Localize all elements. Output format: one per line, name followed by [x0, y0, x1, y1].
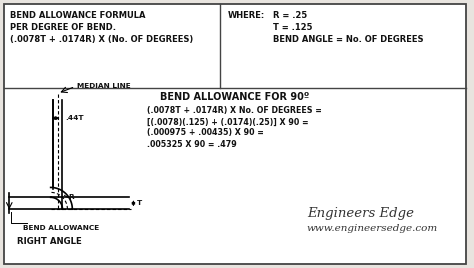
Text: .44T: .44T [65, 115, 84, 121]
Text: PER DEGREE OF BEND.: PER DEGREE OF BEND. [10, 23, 116, 32]
Text: [(.0078)(.125) + (.0174)(.25)] X 90 =: [(.0078)(.125) + (.0174)(.25)] X 90 = [147, 117, 309, 126]
Text: WHERE:: WHERE: [228, 11, 265, 20]
Text: www.engineersedge.com: www.engineersedge.com [307, 224, 438, 233]
Text: T: T [137, 200, 142, 206]
Text: MEDIAN LINE: MEDIAN LINE [77, 83, 131, 88]
Text: RIGHT ANGLE: RIGHT ANGLE [17, 237, 82, 246]
Text: BEND ALLOWANCE FOR 90º: BEND ALLOWANCE FOR 90º [160, 92, 310, 102]
Text: .005325 X 90 = .479: .005325 X 90 = .479 [147, 140, 237, 148]
Text: (.0078T + .0174R) X (No. OF DEGREES): (.0078T + .0174R) X (No. OF DEGREES) [10, 35, 193, 44]
Text: BEND ALLOWANCE: BEND ALLOWANCE [23, 225, 100, 231]
Text: Engineers Edge: Engineers Edge [307, 207, 414, 220]
Text: BEND ALLOWANCE FORMULA: BEND ALLOWANCE FORMULA [10, 11, 146, 20]
Text: (.0078T + .0174R) X No. OF DEGREES =: (.0078T + .0174R) X No. OF DEGREES = [147, 106, 322, 115]
Text: BEND ANGLE = No. OF DEGREES: BEND ANGLE = No. OF DEGREES [273, 35, 424, 44]
Text: R = .25: R = .25 [273, 11, 308, 20]
Text: (.000975 + .00435) X 90 =: (.000975 + .00435) X 90 = [147, 128, 264, 137]
Text: T = .125: T = .125 [273, 23, 313, 32]
Text: R: R [68, 194, 74, 200]
